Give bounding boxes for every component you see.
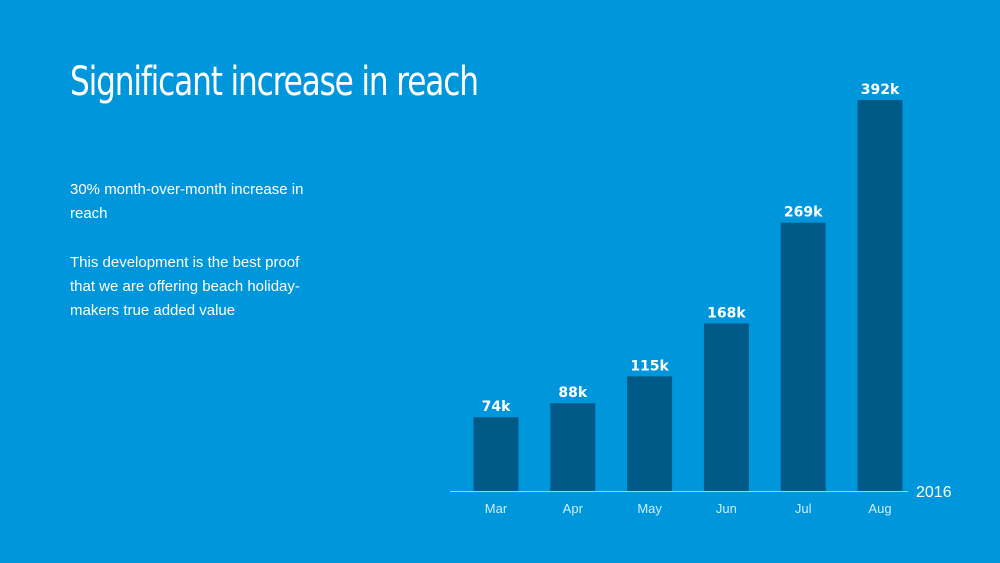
data-label-apr: 88k [558,385,587,401]
x-tick-label-mar: Mar [485,501,508,516]
bar-mar [473,417,519,491]
x-axis-year-label: 2016 [916,484,952,501]
x-tick-label-aug: Aug [868,501,891,516]
x-tick-label-apr: Apr [563,501,584,516]
bar-apr [550,403,596,491]
slide-title: Significant increase in reach [70,59,479,105]
description-text: This development is the best proof that … [70,254,300,319]
data-label-aug: 392k [861,82,900,98]
bar-jun [703,323,749,491]
bar-may [627,376,673,491]
summary-text: 30% month-over-month increase in reach [70,181,304,222]
data-label-mar: 74k [482,399,511,415]
data-label-jul: 269k [784,205,823,221]
x-tick-label-jun: Jun [716,501,737,516]
data-label-may: 115k [630,358,669,374]
data-label-jun: 168k [707,305,746,321]
bar-aug [857,100,903,491]
x-tick-label-jul: Jul [795,501,812,516]
x-tick-label-may: May [637,501,662,516]
bar-group: 74k Mar 88k Apr 115k May 168k Jun 269k Jul 392k Aug [473,82,903,516]
bar-jul [780,222,826,491]
